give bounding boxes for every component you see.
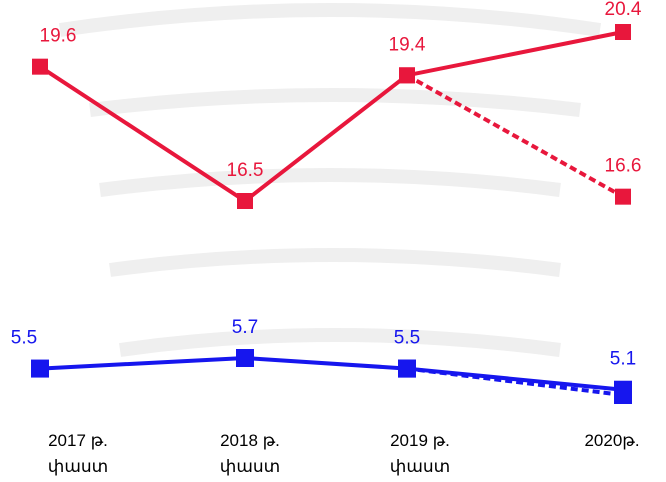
background-pattern	[60, 10, 600, 350]
chart: 16.6 19.6 16.5 19.4 20.4 5.5 5.7 5.5 5.1 2017 թ.…	[0, 0, 666, 482]
marker	[615, 24, 631, 40]
plot: 16.6 19.6 16.5 19.4 20.4 5.5 5.7 5.5 5.1	[0, 0, 666, 482]
data-label: 16.5	[227, 160, 264, 181]
marker	[398, 360, 416, 378]
data-label: 19.4	[389, 34, 426, 55]
marker	[399, 67, 415, 83]
x-tick-label: 2018 թ. փաստ	[210, 428, 290, 480]
data-label: 5.1	[610, 349, 636, 370]
marker	[32, 59, 48, 75]
x-tick-label: 2019 թ. փաստ	[380, 428, 460, 480]
series-line	[40, 358, 623, 390]
marker	[236, 349, 254, 367]
x-tick-label: 2020թ.	[572, 428, 652, 454]
marker	[614, 381, 632, 399]
x-tick-label: 2017 թ. փաստ	[38, 428, 118, 480]
data-label: 19.6	[40, 26, 77, 47]
data-label: 5.5	[394, 328, 420, 349]
data-label: 5.7	[232, 317, 258, 338]
marker	[237, 193, 253, 209]
data-label: 20.4	[605, 0, 642, 20]
data-label: 5.5	[11, 328, 37, 349]
marker	[31, 360, 49, 378]
marker	[615, 189, 631, 205]
data-label: 16.6	[605, 156, 642, 177]
